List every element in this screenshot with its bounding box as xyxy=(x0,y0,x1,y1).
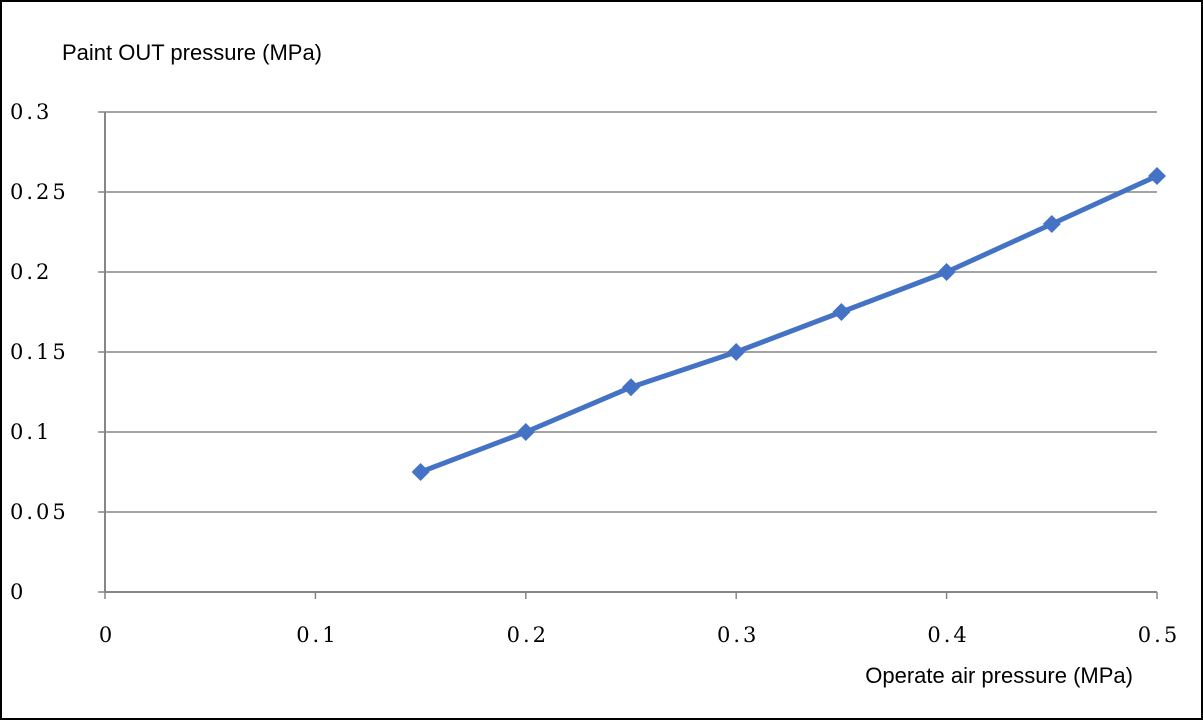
data-point-marker xyxy=(516,423,535,441)
data-point-marker xyxy=(1042,215,1061,233)
y-tick-label: 0.1 xyxy=(10,420,52,444)
y-tick-label: 0.2 xyxy=(10,260,52,284)
gridlines xyxy=(105,111,1157,513)
data-point-marker xyxy=(937,263,956,281)
y-tick-label: 0.25 xyxy=(10,180,69,204)
series xyxy=(411,167,1166,481)
data-point-marker xyxy=(411,463,430,481)
x-tick-label: 0 xyxy=(99,623,115,647)
y-tick-label: 0.15 xyxy=(10,340,69,364)
y-axis-label: Paint OUT pressure (MPa) xyxy=(62,40,322,65)
series-line xyxy=(418,173,1160,475)
data-point-marker xyxy=(832,303,851,321)
x-tick-label: 0.4 xyxy=(927,623,969,647)
x-tick-labels: 0 0.1 0.2 0.3 0.4 0.5 xyxy=(99,623,1180,647)
data-point-marker xyxy=(1148,167,1166,185)
x-axis-label: Operate air pressure (MPa) xyxy=(865,663,1133,688)
tick-marks xyxy=(98,111,1158,599)
y-tick-label: 0 xyxy=(10,580,26,604)
x-tick-label: 0.1 xyxy=(296,623,338,647)
x-tick-label: 0.2 xyxy=(507,623,549,647)
x-tick-label: 0.3 xyxy=(717,623,759,647)
y-tick-label: 0.05 xyxy=(10,500,69,524)
data-point-marker xyxy=(622,378,640,397)
data-point-marker xyxy=(727,343,746,361)
x-tick-label: 0.5 xyxy=(1138,623,1180,647)
y-tick-labels: 0 0.05 0.1 0.15 0.2 0.25 0.3 xyxy=(10,100,69,604)
y-tick-label: 0.3 xyxy=(10,100,52,124)
